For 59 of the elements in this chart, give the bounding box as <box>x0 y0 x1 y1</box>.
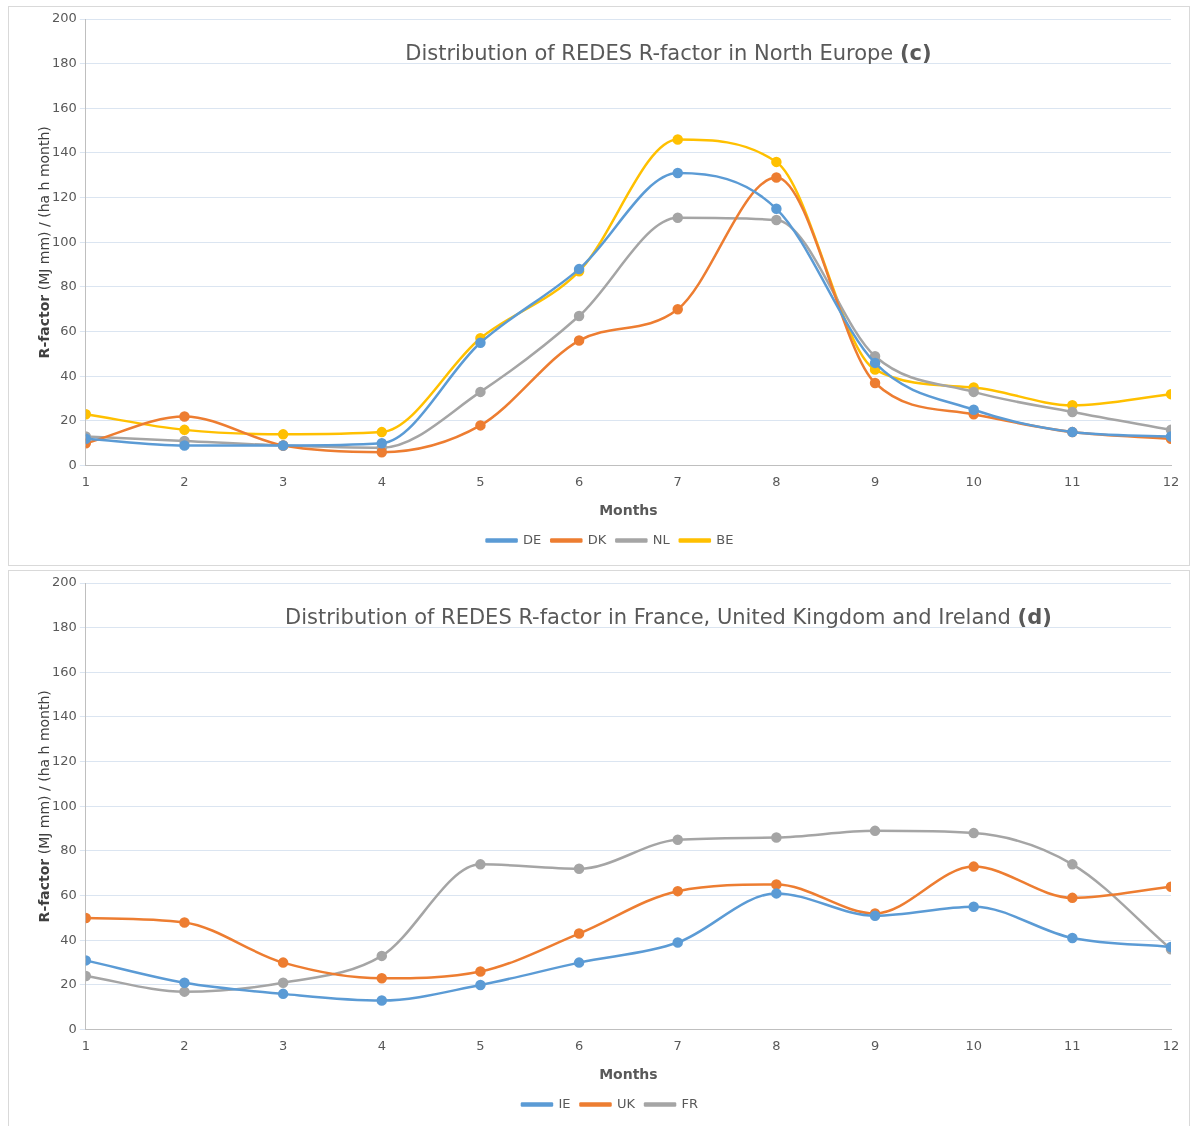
x-tick-label: 11 <box>1064 473 1081 489</box>
x-tick-label: 11 <box>1064 1037 1081 1053</box>
y-tick-label: 180 <box>51 619 77 635</box>
x-tick-label: 3 <box>278 473 288 489</box>
x-tick-label: 4 <box>377 473 386 489</box>
y-tick-label: 120 <box>51 189 77 205</box>
legend-label: FR <box>681 1095 699 1111</box>
y-tick-label: 40 <box>60 367 77 383</box>
y-tick-label: 200 <box>51 574 77 590</box>
y-tick-label: 100 <box>51 233 77 249</box>
y-tick-label: 180 <box>51 55 77 71</box>
x-tick-label: 10 <box>965 473 982 489</box>
y-tick-label: 160 <box>51 663 77 679</box>
y-tick-label: 200 <box>51 10 77 26</box>
x-tick-label: 12 <box>1162 473 1180 489</box>
x-tick-label: 2 <box>180 1037 189 1053</box>
x-tick-label: 6 <box>574 473 584 489</box>
legend-label: UK <box>617 1095 636 1111</box>
y-tick-label: 80 <box>60 278 77 294</box>
x-tick-label: 2 <box>180 473 189 489</box>
y-tick-label: 60 <box>60 886 77 902</box>
y-tick-label: 100 <box>51 797 77 813</box>
x-tick-label: 1 <box>81 473 90 489</box>
x-tick-label: 3 <box>278 1037 288 1053</box>
legend-label: BE <box>716 531 734 547</box>
y-tick-label: 40 <box>60 931 77 947</box>
x-tick-label: 9 <box>870 1037 880 1053</box>
x-axis-title: Months <box>599 1066 658 1083</box>
y-tick-label: 140 <box>51 708 77 724</box>
y-tick-label: 20 <box>60 976 77 992</box>
x-tick-label: 5 <box>476 1037 485 1053</box>
x-tick-label: 10 <box>965 1037 982 1053</box>
y-tick-label: 60 <box>60 322 77 338</box>
x-tick-label: 9 <box>870 473 880 489</box>
y-tick-label: 160 <box>51 99 77 115</box>
y-tick-label: 80 <box>60 842 77 858</box>
x-tick-label: 12 <box>1162 1037 1180 1053</box>
x-tick-label: 8 <box>772 1037 781 1053</box>
legend-label: DE <box>523 531 542 547</box>
x-tick-label: 7 <box>673 1037 682 1053</box>
y-tick-label: 20 <box>60 412 77 428</box>
y-tick-label: 0 <box>68 456 77 472</box>
legend-label: NL <box>652 531 671 547</box>
text: Distribution of REDES R-factor in France, United Kingdom and Ireland (d) <box>284 605 1052 630</box>
y-axis-title: R-factor (MJ mm) / (ha h month) <box>35 690 52 923</box>
x-tick-label: 5 <box>476 473 485 489</box>
y-axis-title: R-factor (MJ mm) / (ha h month) <box>35 126 52 359</box>
y-tick-label: 140 <box>51 144 77 160</box>
x-tick-label: 8 <box>772 473 781 489</box>
x-axis-title: Months <box>599 502 658 519</box>
legend-label: IE <box>558 1095 571 1111</box>
y-tick-label: 120 <box>51 753 77 769</box>
x-tick-label: 6 <box>574 1037 584 1053</box>
text: Distribution of REDES R-factor in North Europe (c) <box>405 41 932 66</box>
legend-label: DK <box>587 531 607 547</box>
x-tick-label: 7 <box>673 473 682 489</box>
x-tick-label: 1 <box>81 1037 90 1053</box>
x-tick-label: 4 <box>377 1037 386 1053</box>
y-tick-label: 0 <box>68 1020 77 1036</box>
